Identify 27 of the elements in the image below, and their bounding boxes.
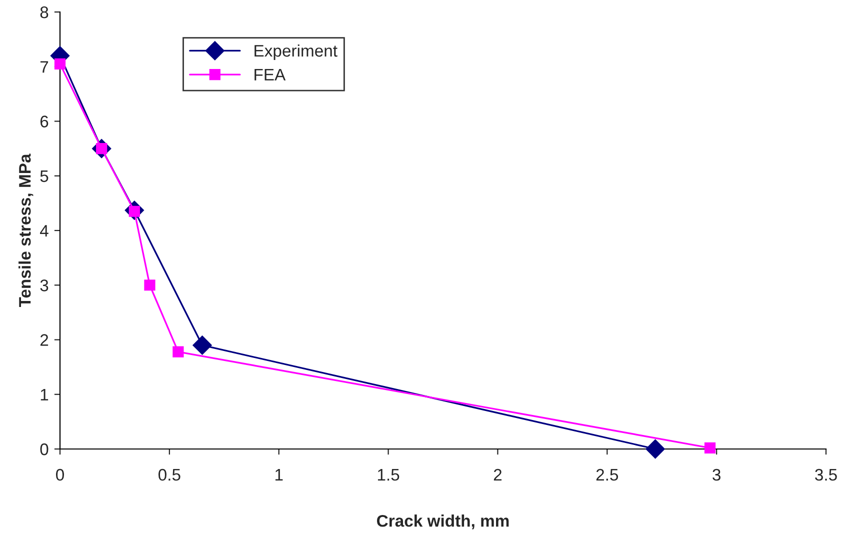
point: [54, 58, 66, 70]
x-tick-label: 1: [275, 469, 283, 481]
y-tick-label: 6: [40, 116, 48, 128]
y-tick-label: 5: [40, 170, 48, 182]
x-tick-label: 1.5: [378, 469, 400, 481]
point: [172, 346, 184, 358]
point: [144, 280, 156, 291]
y-tick-label: 1: [40, 388, 48, 400]
point: [192, 336, 212, 355]
y-axis-title: Tensile stress, MPa: [18, 154, 34, 308]
y-tick-label: 3: [40, 280, 48, 292]
x-tick-label: 2.5: [596, 468, 618, 481]
x-tick-label: 3.5: [815, 468, 837, 481]
y-tick-label: 7: [40, 61, 48, 73]
point: [646, 439, 665, 459]
x-tick-label: 0: [56, 468, 64, 481]
x-axis-title: Crack width, mm: [377, 514, 509, 530]
x-tick-label: 3: [712, 468, 720, 481]
y-tick-label: 4: [40, 225, 48, 237]
point: [704, 442, 716, 454]
y-tick-label: 0: [40, 443, 48, 456]
x-tick-label: 0.5: [158, 468, 180, 481]
legend-label: FEA: [254, 68, 286, 80]
y-tick-label: 8: [40, 6, 48, 18]
legend-label: Experiment: [254, 44, 338, 60]
y-tick-label: 2: [40, 334, 48, 346]
x-tick-label: 2: [494, 468, 502, 481]
